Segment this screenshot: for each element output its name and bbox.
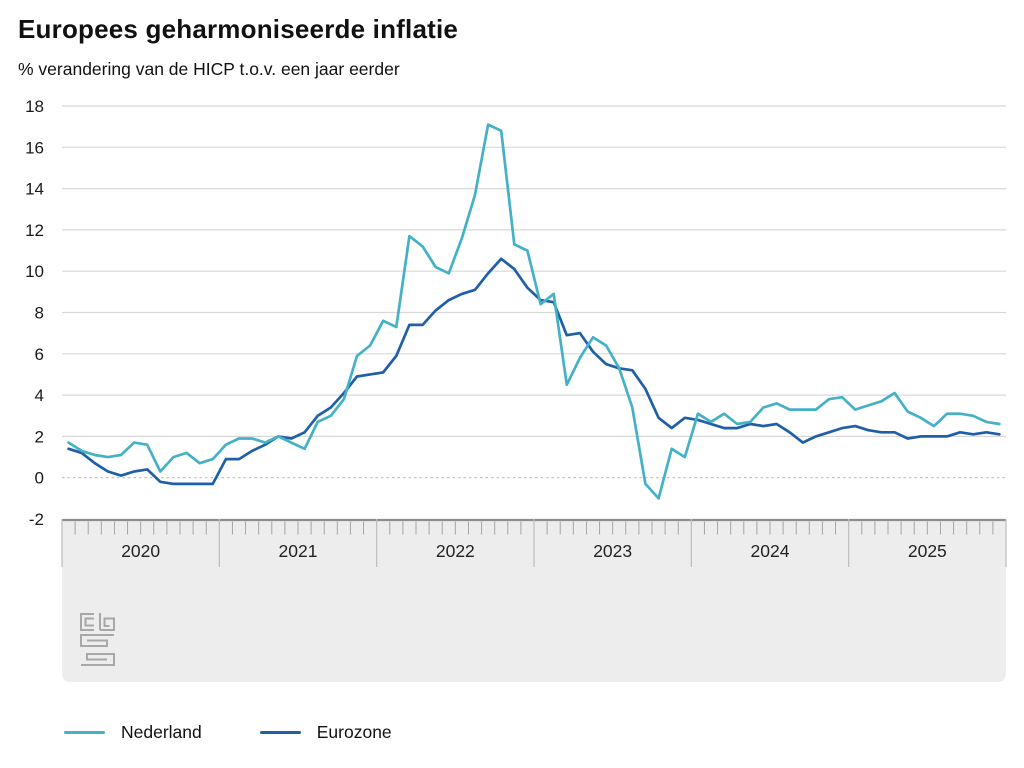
y-tick-label: 16 <box>25 138 44 157</box>
year-label: 2022 <box>436 541 475 561</box>
y-tick-label: -2 <box>29 510 44 529</box>
year-label: 2020 <box>121 541 160 561</box>
y-tick-label: 14 <box>25 180 44 199</box>
legend-swatch-nederland <box>64 730 105 735</box>
y-tick-label: 18 <box>25 97 44 116</box>
y-tick-label: 8 <box>35 304 44 323</box>
chart-subtitle: % verandering van de HICP t.o.v. een jaa… <box>18 59 400 79</box>
chart-legend: Nederland Eurozone <box>64 722 392 743</box>
y-tick-label: 0 <box>35 469 44 488</box>
cbs-logo-letter-b <box>99 613 115 631</box>
year-label: 2025 <box>908 541 947 561</box>
x-axis-band <box>62 519 1006 682</box>
cbs-logo <box>80 613 115 666</box>
y-tick-label: 10 <box>25 262 44 281</box>
series-line-eurozone <box>67 257 1001 486</box>
year-label: 2023 <box>593 541 632 561</box>
legend-item-eurozone: Eurozone <box>259 722 392 743</box>
y-tick-label: 12 <box>25 221 44 240</box>
y-tick-label: 4 <box>35 386 44 405</box>
legend-item-nederland: Nederland <box>64 722 202 743</box>
legend-label: Nederland <box>121 722 202 742</box>
year-label: 2021 <box>279 541 318 561</box>
legend-swatch-eurozone <box>259 730 301 735</box>
y-tick-label: 6 <box>35 345 44 364</box>
year-label: 2024 <box>751 541 790 561</box>
y-tick-label: 2 <box>35 427 44 446</box>
series-line-nederland <box>67 123 1001 500</box>
chart-title: Europees geharmoniseerde inflatie <box>18 14 459 44</box>
cbs-logo-letter-s <box>80 634 115 666</box>
cbs-logo-letter-c <box>80 613 94 631</box>
legend-label: Eurozone <box>316 722 392 742</box>
